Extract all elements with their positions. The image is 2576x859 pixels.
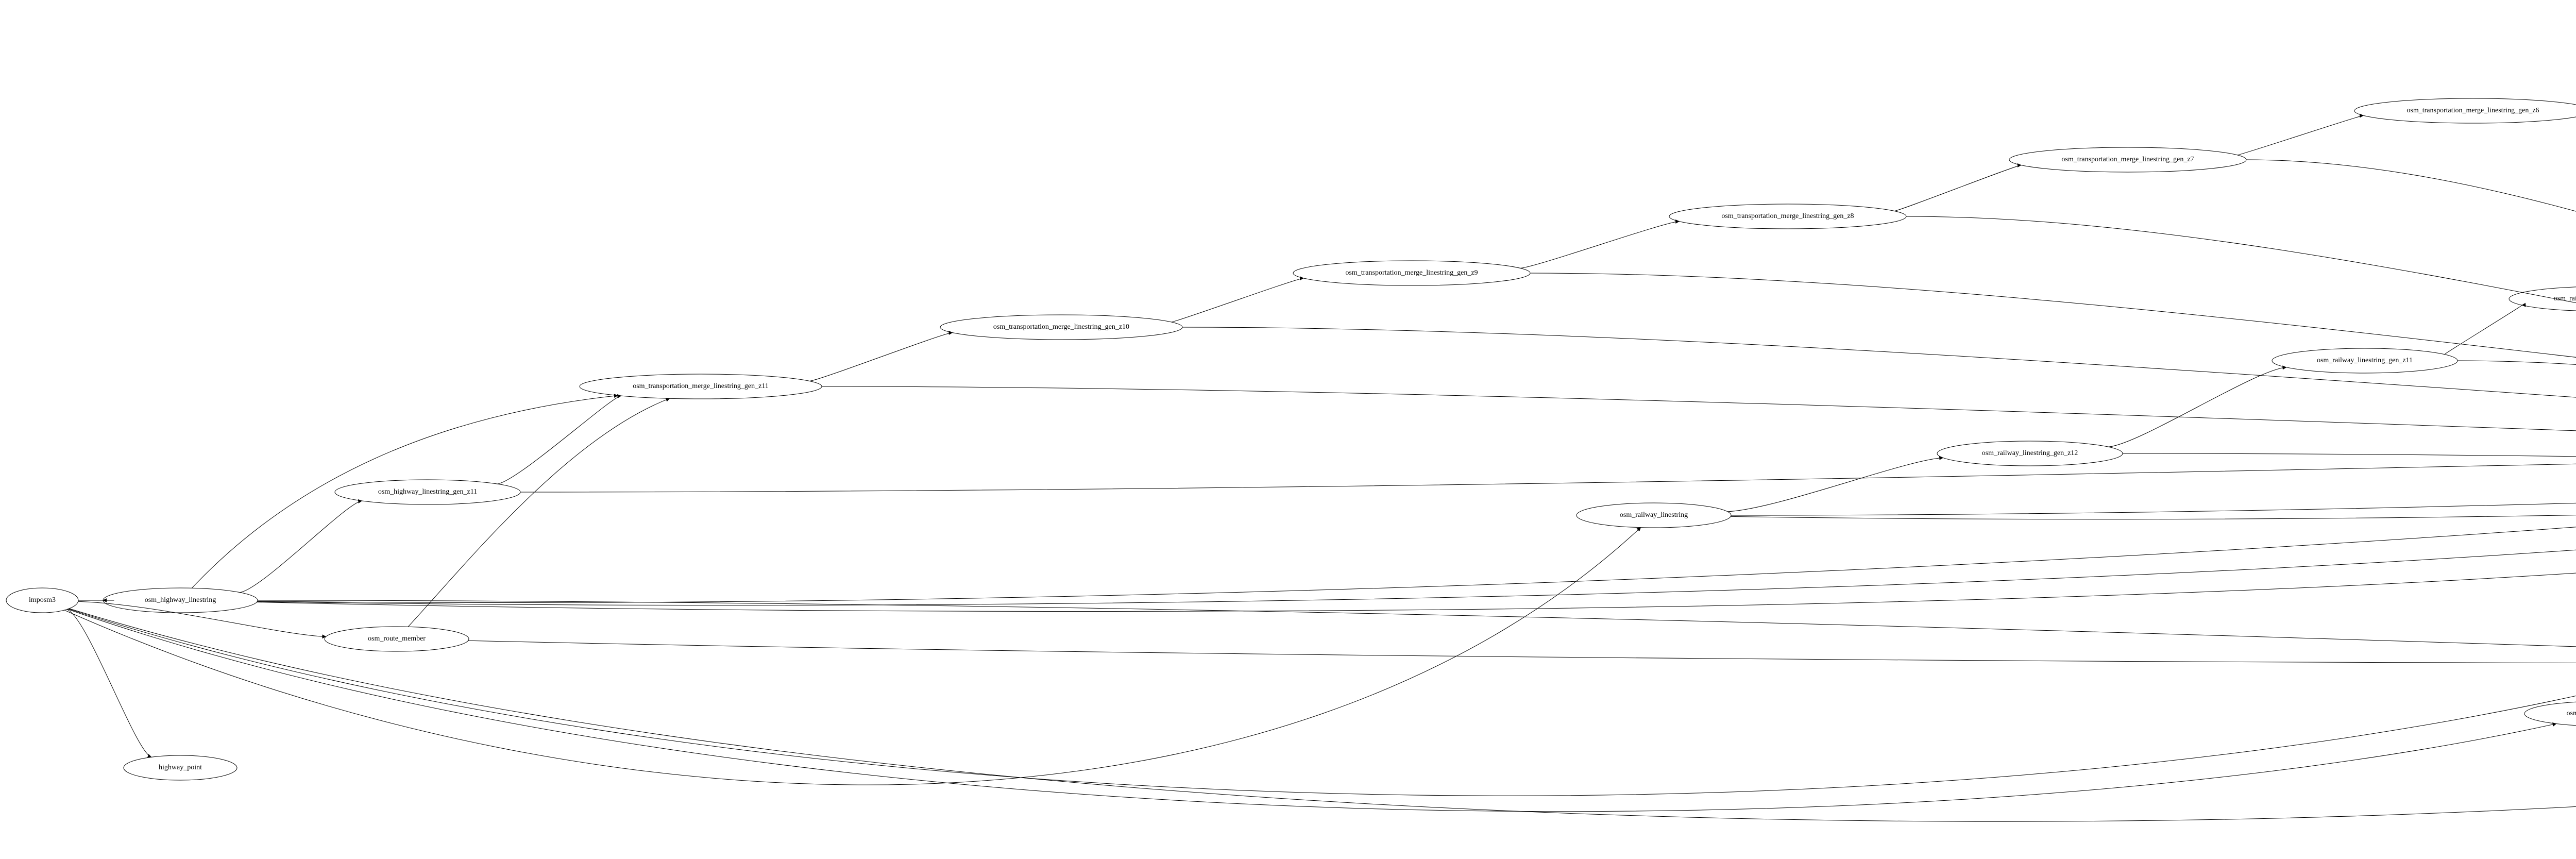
nodes-layer: layer_transportationz4z5z6z7z8z9z10z11z1… bbox=[6, 13, 2576, 780]
edge bbox=[257, 495, 2576, 611]
edge bbox=[1731, 481, 2576, 515]
node-osm_highway_linestring: osm_highway_linestring bbox=[103, 588, 258, 613]
node-highway_point: highway_point bbox=[124, 755, 237, 780]
edge bbox=[1182, 327, 2576, 437]
edge bbox=[64, 528, 1641, 785]
edge bbox=[1727, 458, 1943, 511]
edge bbox=[257, 481, 2576, 605]
edge bbox=[822, 386, 2576, 452]
edge bbox=[2123, 453, 2576, 466]
edge bbox=[1731, 495, 2576, 519]
node-label: osm_railway_linestring_gen_z12 bbox=[1982, 449, 2078, 457]
node-label: osm_route_member bbox=[368, 635, 426, 643]
node-osm_trans_z6: osm_transportation_merge_linestring_gen_… bbox=[2354, 98, 2576, 123]
edge bbox=[1894, 165, 2021, 211]
node-label: osm_transportation_merge_linestring_gen_… bbox=[2061, 156, 2194, 163]
edge bbox=[258, 466, 2576, 602]
edge bbox=[67, 609, 2556, 812]
edge bbox=[2445, 305, 2522, 355]
node-label: osm_railway_linestring bbox=[1620, 511, 1688, 519]
node-label: osm_transportation_merge_linestring_gen_… bbox=[1345, 269, 1478, 277]
edge bbox=[1906, 216, 2576, 409]
node-osm_trans_z7: osm_transportation_merge_linestring_gen_… bbox=[2009, 147, 2246, 172]
node-osm_trans_z10: osm_transportation_merge_linestring_gen_… bbox=[940, 315, 1182, 340]
node-label: imposm3 bbox=[29, 596, 56, 604]
edge bbox=[2108, 367, 2286, 447]
node-osm_railway_z11: osm_railway_linestring_gen_z11 bbox=[2272, 348, 2458, 373]
node-osm_trans_z8: osm_transportation_merge_linestring_gen_… bbox=[1669, 204, 1906, 229]
edge bbox=[809, 333, 953, 381]
edge bbox=[497, 396, 621, 484]
node-label: osm_railway_linestring_gen_z10 bbox=[2554, 295, 2576, 302]
node-osm_railway_z12: osm_railway_linestring_gen_z12 bbox=[1937, 441, 2123, 466]
edge bbox=[69, 609, 2576, 821]
edges-layer bbox=[64, 30, 2576, 821]
edge bbox=[2458, 361, 2576, 452]
node-osm_railway_linestring: osm_railway_linestring bbox=[1577, 503, 1731, 528]
edge bbox=[520, 452, 2576, 492]
edge bbox=[468, 641, 2576, 663]
node-osm_highway_z11: osm_highway_linestring_gen_z11 bbox=[335, 480, 520, 504]
edge bbox=[1520, 222, 1680, 268]
edge bbox=[408, 398, 670, 627]
edge bbox=[1530, 273, 2576, 423]
edge bbox=[69, 609, 2576, 796]
node-osm_route_member: osm_route_member bbox=[325, 627, 469, 651]
node-label: osm_transportation_merge_linestring_gen_… bbox=[633, 382, 769, 390]
node-label: osm_railway_linestring_gen_z11 bbox=[2317, 357, 2413, 364]
edge bbox=[67, 610, 151, 757]
node-label: osm_transportation_merge_linestring_gen_… bbox=[2406, 107, 2539, 114]
node-label: osm_highway_linestring_gen_z11 bbox=[378, 488, 477, 496]
node-label: highway_point bbox=[159, 764, 202, 771]
node-label: osm_transportation_merge_linestring_gen_… bbox=[993, 323, 1129, 331]
edge bbox=[2238, 115, 2364, 155]
node-osm_trans_z11: osm_transportation_merge_linestring_gen_… bbox=[580, 374, 822, 399]
edge bbox=[78, 601, 326, 636]
dependency-graph: layer_transportationz4z5z6z7z8z9z10z11z1… bbox=[0, 0, 2576, 859]
node-osm_trans_z9: osm_transportation_merge_linestring_gen_… bbox=[1293, 261, 1530, 285]
node-label: osm_shipway_linestring bbox=[2567, 710, 2576, 717]
edge bbox=[258, 600, 2576, 659]
node-label: osm_highway_linestring bbox=[145, 596, 216, 604]
edge bbox=[1172, 278, 1303, 322]
node-imposm3: imposm3 bbox=[6, 588, 78, 613]
node-label: osm_transportation_merge_linestring_gen_… bbox=[1721, 212, 1854, 220]
edge bbox=[240, 501, 362, 593]
